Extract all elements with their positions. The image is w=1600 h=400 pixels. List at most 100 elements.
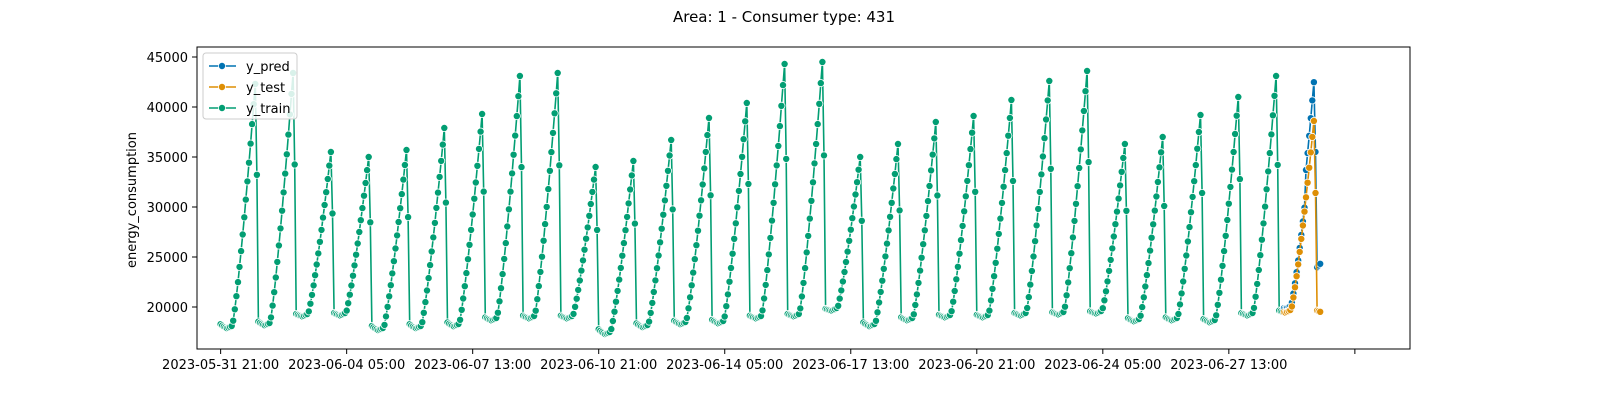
data-point	[618, 251, 627, 260]
data-point	[235, 262, 244, 271]
data-point	[577, 266, 586, 275]
data-point	[394, 217, 403, 226]
data-point	[496, 284, 505, 293]
data-point	[723, 290, 732, 299]
data-point	[347, 281, 356, 290]
y-axis-label: energy_consumption	[125, 132, 140, 268]
data-point	[585, 211, 594, 220]
data-point	[386, 281, 395, 290]
data-point	[421, 298, 430, 307]
data-point	[456, 315, 465, 324]
data-point	[924, 197, 933, 206]
data-point	[1264, 167, 1273, 176]
data-point	[964, 161, 973, 170]
data-point	[1149, 220, 1158, 229]
data-point	[665, 151, 674, 160]
data-point	[966, 145, 975, 154]
data-point	[1231, 129, 1240, 138]
data-point	[816, 79, 825, 88]
data-point	[879, 264, 888, 273]
data-point	[1023, 303, 1032, 312]
data-point	[1316, 259, 1325, 268]
data-point	[471, 178, 480, 187]
x-tick-label: 2023-05-31 21:00	[162, 358, 279, 373]
data-point	[922, 211, 931, 220]
data-point	[985, 306, 994, 315]
data-point	[1158, 132, 1167, 141]
data-point	[244, 158, 253, 167]
data-point	[919, 240, 928, 249]
data-point	[758, 306, 767, 315]
data-point	[1138, 303, 1147, 312]
data-point	[320, 200, 329, 209]
data-point	[271, 273, 280, 282]
data-point	[574, 285, 583, 294]
data-point	[812, 139, 821, 148]
data-point	[873, 308, 882, 317]
data-point	[1294, 260, 1303, 269]
y-tick-label: 45000	[147, 51, 188, 66]
data-point	[508, 169, 517, 178]
data-point	[738, 152, 747, 161]
data-point	[1001, 166, 1010, 175]
data-point	[1083, 67, 1092, 76]
data-point	[883, 239, 892, 248]
data-point	[538, 252, 547, 261]
data-point	[1111, 220, 1120, 229]
data-point	[536, 267, 545, 276]
data-point	[801, 264, 810, 273]
data-point	[912, 290, 921, 299]
data-point	[1144, 259, 1153, 268]
data-point	[515, 72, 524, 81]
data-point	[1198, 188, 1207, 197]
data-point	[779, 81, 788, 90]
data-point	[842, 257, 851, 266]
data-point	[1109, 232, 1118, 241]
data-point	[1141, 282, 1150, 291]
data-point	[1160, 201, 1169, 210]
data-point	[306, 299, 315, 308]
data-point	[950, 286, 959, 295]
data-point	[648, 298, 657, 307]
data-point	[304, 307, 313, 316]
data-point	[668, 205, 677, 214]
data-point	[736, 169, 745, 178]
data-point	[282, 150, 291, 159]
data-point	[1106, 255, 1115, 264]
data-point	[1305, 163, 1314, 172]
data-point	[916, 266, 925, 275]
data-point	[619, 239, 628, 248]
data-point	[1187, 208, 1196, 217]
data-point	[1223, 215, 1232, 224]
data-point	[1174, 309, 1183, 318]
data-point	[1273, 160, 1282, 169]
data-point	[1002, 149, 1011, 158]
y-tick-label: 35000	[147, 151, 188, 166]
data-point	[662, 181, 671, 190]
data-point	[774, 141, 783, 150]
data-point	[541, 220, 550, 229]
data-point	[608, 316, 617, 325]
data-point	[1309, 117, 1318, 126]
data-point	[1078, 126, 1087, 135]
data-point	[993, 244, 1002, 253]
y-axis: 20000 25000 30000 35000 40000 45000	[147, 51, 197, 316]
data-point	[853, 178, 862, 187]
data-point	[1150, 206, 1159, 215]
data-point	[741, 117, 750, 126]
data-point	[1029, 252, 1038, 261]
data-point	[470, 194, 479, 203]
data-point	[1229, 147, 1238, 156]
data-point	[274, 241, 283, 250]
data-point	[533, 295, 542, 304]
x-tick-label: 2023-06-20 21:00	[918, 358, 1035, 373]
data-point	[1268, 111, 1277, 120]
x-tick-label: 2023-06-14 05:00	[666, 358, 783, 373]
data-point	[805, 214, 814, 223]
data-point	[575, 276, 584, 285]
data-point	[460, 282, 469, 291]
data-point	[1031, 237, 1040, 246]
data-point	[1272, 72, 1281, 81]
data-point	[426, 261, 435, 270]
data-point	[837, 286, 846, 295]
